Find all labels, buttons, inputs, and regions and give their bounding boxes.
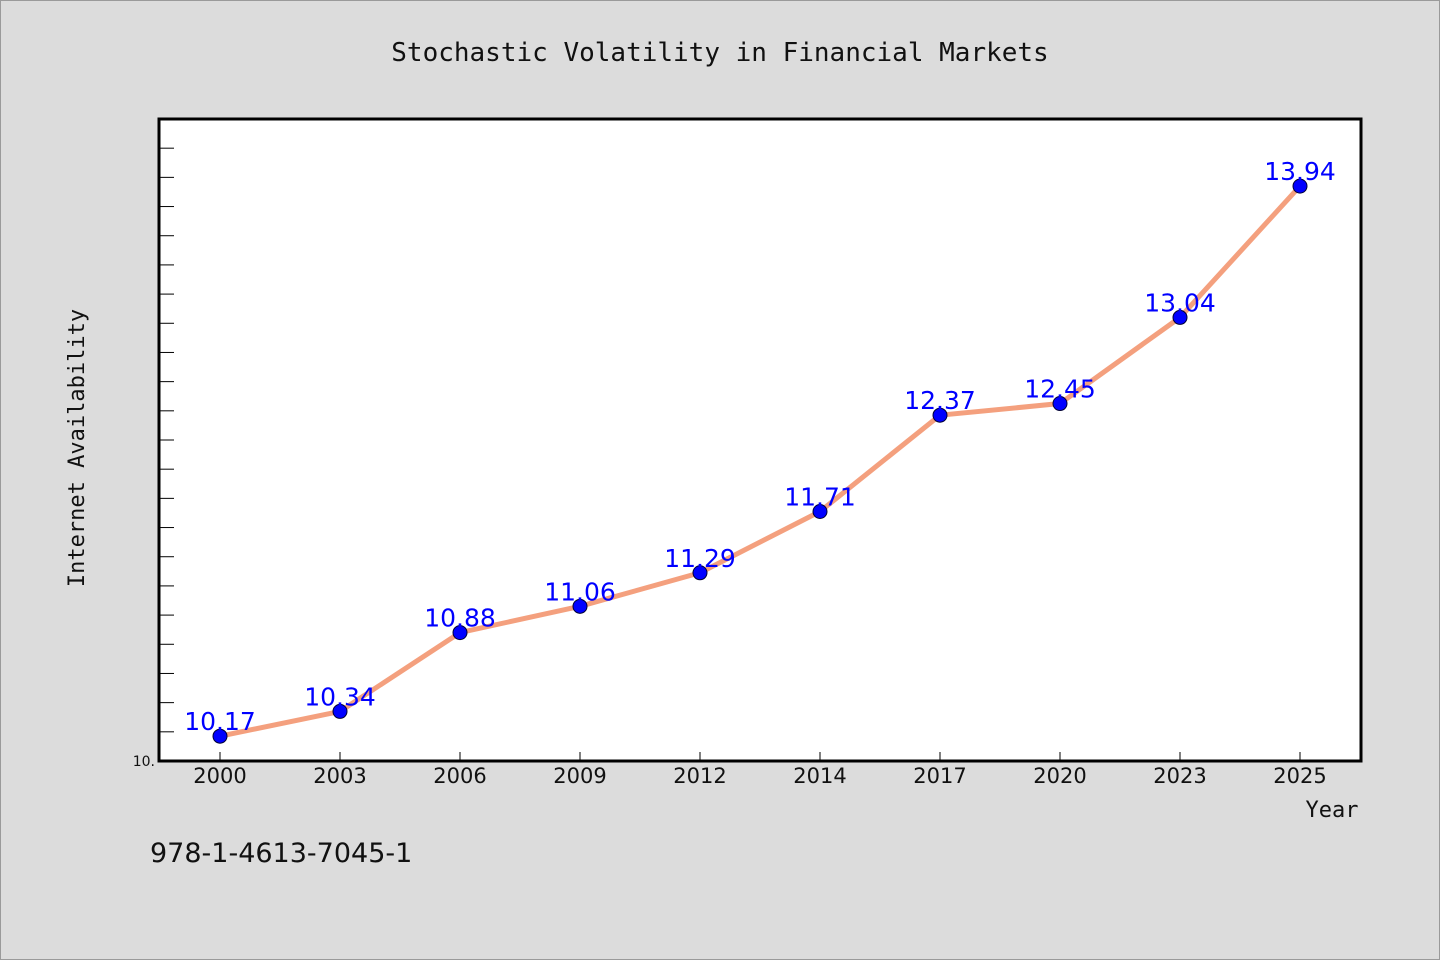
- data-point-marker: [452, 625, 468, 641]
- data-point-label: 13.94: [1264, 157, 1336, 186]
- data-point-marker: [692, 565, 708, 581]
- data-point-label: 11.71: [784, 482, 856, 511]
- x-tick-label: 2020: [1033, 764, 1086, 788]
- x-tick-label: 2009: [553, 764, 606, 788]
- data-point-marker: [212, 728, 228, 744]
- y-tick-label: 10.: [133, 754, 155, 770]
- x-axis-label: Year: [1306, 798, 1359, 823]
- data-point-marker: [572, 598, 588, 614]
- x-tick-label: 2012: [673, 764, 726, 788]
- x-tick-label: 2025: [1273, 764, 1326, 788]
- data-point-label: 11.29: [664, 544, 736, 573]
- data-point-marker: [812, 503, 828, 519]
- data-point-label: 10.17: [184, 707, 256, 736]
- data-point-label: 11.06: [544, 577, 616, 606]
- footnote-isbn: 978-1-4613-7045-1: [150, 838, 412, 869]
- data-point-marker: [1052, 396, 1068, 412]
- chart-title: Stochastic Volatility in Financial Marke…: [391, 38, 1048, 68]
- plot-area: [157, 117, 1363, 763]
- x-tick-label: 2023: [1153, 764, 1206, 788]
- data-point-marker: [332, 703, 348, 719]
- data-point-label: 13.04: [1144, 288, 1216, 317]
- y-axis-ticks: 10.: [133, 147, 174, 770]
- series-line: [219, 184, 1302, 739]
- x-tick-label: 2014: [793, 764, 846, 788]
- data-point-label: 10.88: [424, 604, 496, 633]
- data-point-label: 10.34: [304, 682, 376, 711]
- series-markers: [212, 178, 1308, 744]
- x-tick-label: 2003: [313, 764, 366, 788]
- x-tick-label: 2000: [193, 764, 246, 788]
- x-axis-ticks: 2000 2003 2006 2009 2012 2014 2017 2020 2023 2025: [193, 752, 1327, 788]
- data-point-label: 12.45: [1024, 375, 1096, 404]
- data-point-label: 12.37: [904, 386, 976, 415]
- data-point-marker: [932, 407, 948, 423]
- data-labels: 10.17 10.34 10.88 11.06 11.29 11.71 12.37 12.45…: [184, 157, 1336, 736]
- x-tick-label: 2017: [913, 764, 966, 788]
- x-tick-label: 2006: [433, 764, 486, 788]
- data-point-marker: [1292, 178, 1308, 194]
- y-axis-label: Internet Availability: [65, 309, 90, 587]
- data-point-marker: [1172, 309, 1188, 325]
